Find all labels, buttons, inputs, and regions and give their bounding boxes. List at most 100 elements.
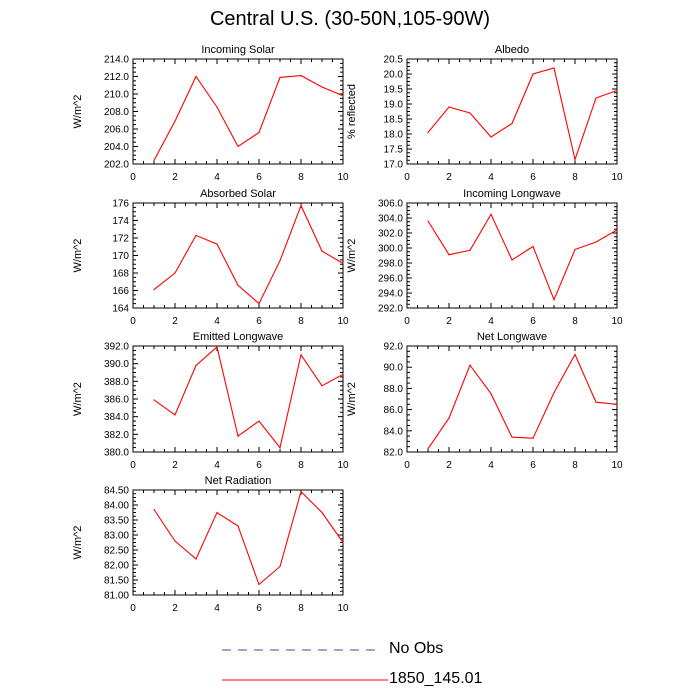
y-tick-label: 168: [112, 269, 129, 280]
plot-frame: [406, 202, 618, 309]
series-line: [153, 75, 344, 161]
x-tick-label: 8: [298, 603, 304, 614]
x-tick-label: 10: [611, 316, 623, 327]
data-point: [237, 284, 239, 286]
data-point: [195, 75, 197, 78]
x-tick-label: 4: [214, 316, 220, 327]
y-tick-label: 380.0: [104, 448, 129, 459]
plot-frame: [406, 58, 618, 165]
y-tick-label: 206.0: [104, 125, 129, 136]
y-tick-label: 84.0: [384, 426, 404, 437]
y-tick-label: 298.0: [378, 259, 403, 270]
x-tick-label: 10: [611, 460, 623, 471]
data-point: [279, 446, 281, 449]
panel-title: Absorbed Solar: [200, 188, 276, 200]
data-point: [342, 262, 344, 264]
x-tick-label: 6: [256, 460, 262, 471]
x-tick-label: 8: [298, 460, 304, 471]
x-tick-label: 6: [256, 316, 262, 327]
plot-frame: [132, 202, 344, 309]
y-tick-label: 306.0: [378, 199, 403, 210]
data-point: [216, 106, 218, 108]
panel-title: Net Radiation: [205, 475, 272, 487]
data-point: [532, 73, 534, 75]
data-point: [574, 248, 576, 251]
data-point: [195, 364, 197, 367]
panel-title: Emitted Longwave: [193, 331, 284, 343]
data-point: [153, 159, 155, 162]
data-point: [279, 565, 281, 568]
x-tick-label: 0: [130, 460, 136, 471]
data-point: [321, 86, 323, 88]
series-line: [427, 353, 618, 450]
chart-panel-4: 0 2 4 6 8 10 292.0 294.0 296.0 298.0 300.0 302.0 304…: [346, 188, 623, 327]
data-point: [279, 260, 281, 262]
y-tick-label: 19.0: [384, 100, 404, 111]
data-point: [216, 511, 218, 514]
y-tick-label: 92.0: [384, 342, 404, 353]
data-point: [342, 541, 344, 544]
x-tick-label: 0: [404, 172, 410, 183]
y-tick-label: 90.0: [384, 363, 404, 374]
data-point: [469, 364, 471, 366]
x-tick-label: 8: [298, 316, 304, 327]
y-axis-label: W/m^2: [72, 239, 84, 273]
data-point: [153, 289, 155, 291]
data-point: [237, 145, 239, 148]
panel-title: Incoming Solar: [201, 44, 275, 56]
plot-frame: [132, 489, 344, 596]
y-tick-label: 82.0: [384, 448, 404, 459]
y-tick-label: 210.0: [104, 90, 129, 101]
data-point: [321, 385, 323, 387]
y-tick-label: 81.50: [104, 576, 129, 587]
y-tick-label: 18.5: [384, 115, 404, 126]
data-point: [216, 243, 218, 245]
x-tick-label: 0: [130, 603, 136, 614]
data-point: [448, 254, 450, 256]
y-tick-label: 296.0: [378, 274, 403, 285]
y-tick-label: 392.0: [104, 342, 129, 353]
data-point: [300, 205, 302, 207]
data-point: [427, 220, 429, 222]
data-point: [195, 234, 197, 236]
data-point: [469, 249, 471, 251]
x-tick-label: 2: [446, 172, 452, 183]
y-tick-label: 84.00: [104, 501, 129, 512]
x-tick-label: 0: [404, 316, 410, 327]
y-tick-label: 204.0: [104, 142, 129, 153]
y-tick-label: 386.0: [104, 395, 129, 406]
chart-panel-7: 0 2 4 6 8 10 81.00 81.50 82.00 82.50 83.00 83.50 84.…: [72, 475, 349, 614]
data-point: [174, 120, 176, 122]
data-point: [153, 508, 155, 511]
x-tick-label: 10: [611, 172, 623, 183]
x-tick-label: 10: [337, 172, 349, 183]
panel-title: Incoming Longwave: [463, 188, 561, 200]
x-tick-label: 6: [530, 316, 536, 327]
y-tick-label: 166: [112, 286, 129, 297]
y-tick-label: 214.0: [104, 55, 129, 66]
data-point: [553, 299, 555, 301]
data-point: [258, 131, 260, 134]
panel-title: Albedo: [495, 44, 529, 56]
data-point: [532, 437, 534, 439]
panel-title: Net Longwave: [477, 331, 547, 343]
series-line: [153, 490, 344, 586]
plot-frame: [132, 58, 344, 165]
x-tick-label: 0: [130, 172, 136, 183]
data-point: [553, 392, 555, 394]
data-point: [300, 354, 302, 356]
y-axis-label: W/m^2: [72, 95, 84, 129]
y-axis-label: W/m^2: [72, 526, 84, 560]
y-axis-label: % reflected: [346, 84, 358, 139]
y-tick-label: 384.0: [104, 412, 129, 423]
data-point: [511, 436, 513, 438]
y-tick-label: 174: [112, 216, 129, 227]
data-point: [153, 399, 155, 401]
data-point: [532, 245, 534, 248]
x-tick-label: 4: [214, 172, 220, 183]
legend-label-no-obs: No Obs: [389, 640, 444, 657]
data-point: [553, 67, 555, 69]
data-point: [574, 353, 576, 356]
x-tick-label: 2: [446, 460, 452, 471]
